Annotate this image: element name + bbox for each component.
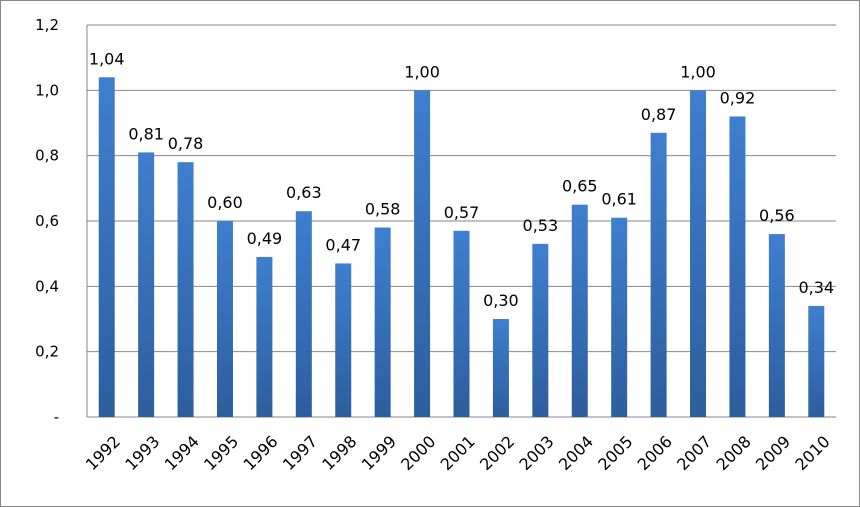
bar-1992 <box>98 77 115 418</box>
data-label-1993: 0,81 <box>128 124 164 143</box>
bar-2003 <box>532 243 549 417</box>
y-axis-tick-labels: - 0,2 0,4 0,6 0,8 1,0 1,2 <box>35 16 59 426</box>
data-label-2005: 0,61 <box>601 190 637 209</box>
data-label-2000: 1,00 <box>404 62 440 81</box>
x-tick-label-1992: 1992 <box>82 432 124 474</box>
x-tick-label-1995: 1995 <box>200 432 242 474</box>
gridlines <box>86 24 836 418</box>
x-tick-label-2000: 2000 <box>397 432 439 474</box>
data-label-2001: 0,57 <box>444 203 480 222</box>
bar-2001 <box>453 230 470 417</box>
bar-2007 <box>690 90 707 417</box>
x-tick-label-1998: 1998 <box>318 432 360 474</box>
data-label-1997: 0,63 <box>286 183 322 202</box>
x-tick-label-2008: 2008 <box>713 432 755 474</box>
x-tick-label-2004: 2004 <box>555 432 597 474</box>
bar-2005 <box>611 217 628 417</box>
y-tick-label: 0,8 <box>35 147 59 165</box>
x-tick-label-2005: 2005 <box>594 432 636 474</box>
data-labels: 1,04 0,810,78 0,600,49 0,63 0,470,58 1,00 0,57… <box>89 49 834 310</box>
data-label-1992: 1,04 <box>89 49 125 68</box>
bar-1996 <box>256 256 273 417</box>
y-tick-label: - <box>54 408 59 426</box>
x-tick-label-1996: 1996 <box>239 432 281 474</box>
data-label-2006: 0,87 <box>641 105 677 124</box>
data-label-1998: 0,47 <box>325 235 361 254</box>
data-label-2002: 0,30 <box>483 291 519 310</box>
bar-2010 <box>808 305 825 417</box>
data-label-2009: 0,56 <box>759 206 795 225</box>
bar-2002 <box>492 319 509 417</box>
bar-2000 <box>414 90 431 417</box>
y-tick-label: 0,6 <box>35 212 59 230</box>
y-tick-label: 0,4 <box>35 277 59 295</box>
data-label-2010: 0,34 <box>798 278 834 297</box>
x-tick-label-1999: 1999 <box>358 432 400 474</box>
x-axis-tick-labels: 1992199319941995199619971998199920002001… <box>82 432 834 474</box>
y-tick-label: 1,0 <box>35 81 59 99</box>
y-tick-label: 1,2 <box>35 16 59 34</box>
data-label-2004: 0,65 <box>562 177 598 196</box>
data-label-1999: 0,58 <box>365 200 401 219</box>
x-tick-label-1993: 1993 <box>121 432 163 474</box>
bar-2004 <box>571 204 588 417</box>
bar-1997 <box>295 211 312 417</box>
x-tick-label-2006: 2006 <box>634 432 676 474</box>
x-tick-label-2003: 2003 <box>515 432 557 474</box>
x-tick-label-2009: 2009 <box>752 432 794 474</box>
x-tick-label-2007: 2007 <box>673 432 715 474</box>
bar-2009 <box>768 234 785 417</box>
bar-2008 <box>729 116 746 417</box>
bar-1995 <box>216 221 233 417</box>
x-tick-label-2010: 2010 <box>791 432 833 474</box>
data-label-2003: 0,53 <box>523 216 559 235</box>
data-label-1996: 0,49 <box>247 229 283 248</box>
x-tick-label-2002: 2002 <box>476 432 518 474</box>
bar-1998 <box>335 263 352 417</box>
x-tick-label-1994: 1994 <box>161 432 203 474</box>
bar-1993 <box>138 152 155 417</box>
x-tick-label-1997: 1997 <box>279 432 321 474</box>
bar-1994 <box>177 162 194 417</box>
data-label-1995: 0,60 <box>207 193 243 212</box>
bars <box>98 77 825 418</box>
x-tick-label-2001: 2001 <box>437 432 479 474</box>
data-label-1994: 0,78 <box>168 134 204 153</box>
data-label-2008: 0,92 <box>720 88 756 107</box>
bar-1999 <box>374 227 391 417</box>
bar-2006 <box>650 132 667 418</box>
data-label-2007: 1,00 <box>680 62 716 81</box>
y-tick-label: 0,2 <box>35 343 59 361</box>
